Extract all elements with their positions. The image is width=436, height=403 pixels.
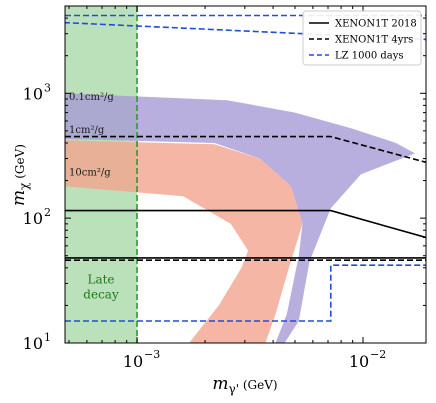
legend-label-0: XENON1T 2018 — [335, 19, 417, 30]
x-tick-exponent-0: −3 — [144, 348, 160, 361]
legend-label-2: LZ 1000 days — [335, 51, 404, 62]
x-tick-label-0: 10 — [123, 352, 143, 371]
x-tick-exponent-1: −2 — [370, 348, 386, 361]
limit-line-3 — [65, 21, 426, 41]
band-purple — [65, 93, 416, 343]
x-axis-label: mγ' (GeV) — [212, 374, 277, 396]
cross-section-label-2: 10cm²/g — [69, 167, 111, 178]
cross-section-label-1: 1cm²/g — [69, 125, 105, 136]
plot-frame — [64, 5, 427, 344]
late-decay-label-0: Late — [87, 272, 114, 286]
band-salmon — [65, 140, 303, 343]
legend: XENON1T 2018 XENON1T 4yrs LZ 1000 days — [302, 10, 422, 66]
legend-box — [302, 10, 422, 66]
y-axis-label: mχ (GeV) — [9, 144, 31, 206]
y-tick-label-0: 10 — [23, 334, 43, 353]
series-line-0 — [65, 209, 426, 239]
cross-section-label-0: 0.1cm²/g — [69, 92, 114, 103]
axes: 10 110 210 310 −3 10 −2 — [23, 5, 426, 371]
y-tick-exponent-2: 3 — [44, 81, 51, 94]
y-tick-exponent-0: 1 — [44, 331, 51, 344]
series-line-1 — [65, 135, 426, 164]
y-tick-label-1: 10 — [23, 209, 43, 228]
late-decay-label-1: decay — [83, 287, 119, 301]
limit-line-2 — [65, 264, 426, 322]
x-tick-label-1: 10 — [349, 352, 369, 371]
legend-label-1: XENON1T 4yrs — [335, 35, 413, 46]
y-tick-exponent-1: 2 — [44, 206, 51, 219]
y-tick-label-2: 10 — [23, 84, 43, 103]
